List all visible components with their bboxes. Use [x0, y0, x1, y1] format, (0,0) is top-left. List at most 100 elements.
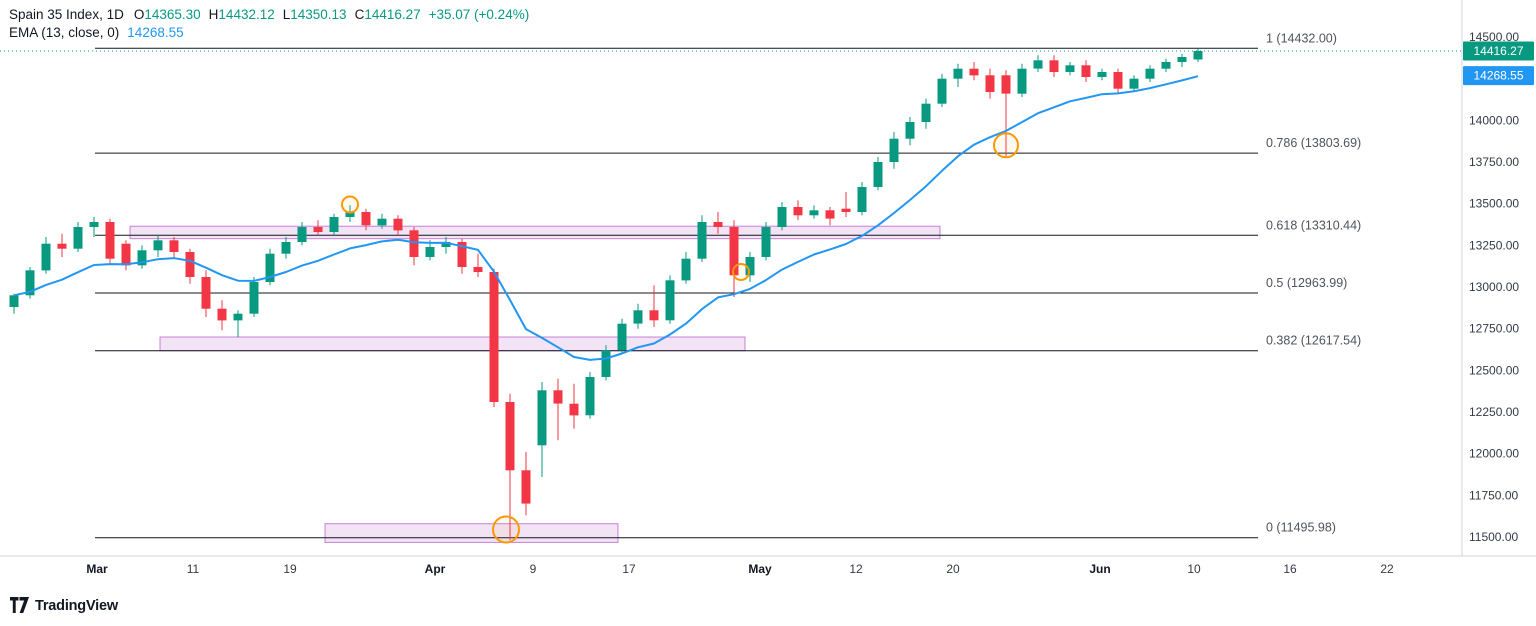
supply-demand-zone[interactable] [129, 225, 941, 240]
circle-marker[interactable] [492, 515, 520, 544]
candle-body [233, 313, 243, 321]
tradingview-logo[interactable]: TradingView [10, 597, 118, 614]
candle-body [1097, 72, 1107, 77]
low-value: 14350.13 [290, 7, 347, 22]
price-axis-label: 12000.00 [1469, 447, 1519, 461]
price-axis[interactable]: 14500.0014250.0014000.0013750.0013500.00… [1463, 30, 1534, 544]
candle-body [937, 78, 947, 104]
candle-body [889, 138, 899, 162]
candle-body [1049, 60, 1059, 72]
candle-body [521, 470, 531, 504]
candle-body [185, 252, 195, 277]
change-value: +35.07 (+0.24%) [428, 7, 530, 22]
candle-body [793, 207, 803, 216]
circle-marker[interactable] [341, 195, 359, 214]
open-value: 14365.30 [144, 7, 201, 22]
price-axis-label: 13500.00 [1469, 197, 1519, 211]
candle-body [281, 242, 291, 254]
price-axis-label: 12750.00 [1469, 322, 1519, 336]
candle-body [89, 222, 99, 227]
candle-body [1033, 60, 1043, 69]
candle-body [553, 390, 563, 404]
candle-body [137, 250, 147, 266]
candle-body [25, 270, 35, 296]
candle-body [1001, 75, 1011, 94]
candle-body [249, 282, 259, 314]
candle-body [1177, 57, 1187, 62]
candle-body [729, 227, 739, 276]
ema-line[interactable] [13, 75, 1199, 361]
price-axis-label: 13750.00 [1469, 155, 1519, 169]
ema-price-badge-text: 14268.55 [1473, 69, 1523, 83]
circle-marker[interactable] [993, 132, 1019, 159]
time-axis-label: Mar [86, 562, 108, 576]
candle-body [73, 227, 83, 249]
low-pair: L14350.13 [283, 7, 347, 22]
candle-body [537, 390, 547, 446]
candle-body [201, 277, 211, 309]
candle-body [105, 222, 115, 259]
candle-body [41, 243, 51, 271]
candle-body [1017, 68, 1027, 94]
time-axis-label: 22 [1380, 562, 1394, 576]
candle-body [857, 187, 867, 212]
candle-body [969, 68, 979, 76]
candle-body [601, 350, 611, 377]
high-value: 14432.12 [218, 7, 275, 22]
time-axis-label: May [748, 562, 772, 576]
candle-body [1145, 68, 1155, 79]
candle-body [777, 207, 787, 227]
candle-body [393, 218, 403, 231]
candle-body [617, 323, 627, 351]
candle-body [345, 212, 355, 217]
circle-marker[interactable] [732, 263, 750, 281]
fib-level-label: 0.618 (13310.44) [1266, 218, 1361, 232]
time-axis-label: 17 [622, 562, 636, 576]
time-axis[interactable]: Mar 11 19 Apr 9 17 May 12 20 Jun 10 16 22 [86, 562, 1394, 576]
ema-legend-label[interactable]: EMA (13, close, 0) [9, 25, 120, 40]
candle-body [1113, 72, 1123, 89]
candle-body [809, 210, 819, 216]
candle-body [1065, 65, 1075, 72]
candle-body [569, 403, 579, 416]
candle-body [681, 258, 691, 281]
candle-body [505, 402, 515, 471]
candle-body [377, 218, 387, 226]
candle-body [1129, 78, 1139, 89]
candle-body [121, 243, 131, 266]
high-pair: H14432.12 [209, 7, 275, 22]
time-axis-label: 19 [283, 562, 297, 576]
time-axis-label: Jun [1089, 562, 1110, 576]
candle-body [9, 295, 19, 307]
candle-body [265, 253, 275, 282]
candle-body [649, 310, 659, 321]
close-pair: C14416.27 [355, 7, 421, 22]
symbol-title[interactable]: Spain 35 Index, 1D [9, 7, 124, 22]
ema-price-badge [1463, 66, 1534, 86]
time-axis-label: 16 [1283, 562, 1297, 576]
candle-body [1161, 62, 1171, 69]
candle-body [297, 227, 307, 242]
last-price-badge-text: 14416.27 [1473, 44, 1523, 58]
fib-level-label: 0.382 (12617.54) [1266, 334, 1361, 348]
candle-body [409, 230, 419, 257]
supply-demand-zone[interactable] [159, 336, 746, 352]
price-axis-label: 12250.00 [1469, 405, 1519, 419]
candle-body [425, 247, 435, 257]
fib-retracement[interactable]: 1 (14432.00) 0.786 (13803.69) 0.618 (13310… [95, 31, 1361, 539]
open-label: O [133, 7, 145, 22]
supply-demand-zone[interactable] [324, 523, 619, 543]
symbol-legend: Spain 35 Index, 1D O14365.30 H14432.12 L… [9, 7, 529, 22]
fib-level-label: 1 (14432.00) [1266, 31, 1337, 45]
close-label: C [354, 7, 365, 22]
candle-body [1193, 51, 1203, 60]
tradingview-mark-icon [10, 597, 29, 613]
fib-level-label: 0.5 (12963.99) [1266, 276, 1347, 290]
candle-body [633, 310, 643, 324]
time-axis-label: 20 [946, 562, 960, 576]
price-axis-label: 11750.00 [1469, 488, 1518, 502]
candle-body [217, 308, 227, 321]
ema-legend-value: 14268.55 [127, 25, 184, 40]
candle-body [921, 103, 931, 122]
